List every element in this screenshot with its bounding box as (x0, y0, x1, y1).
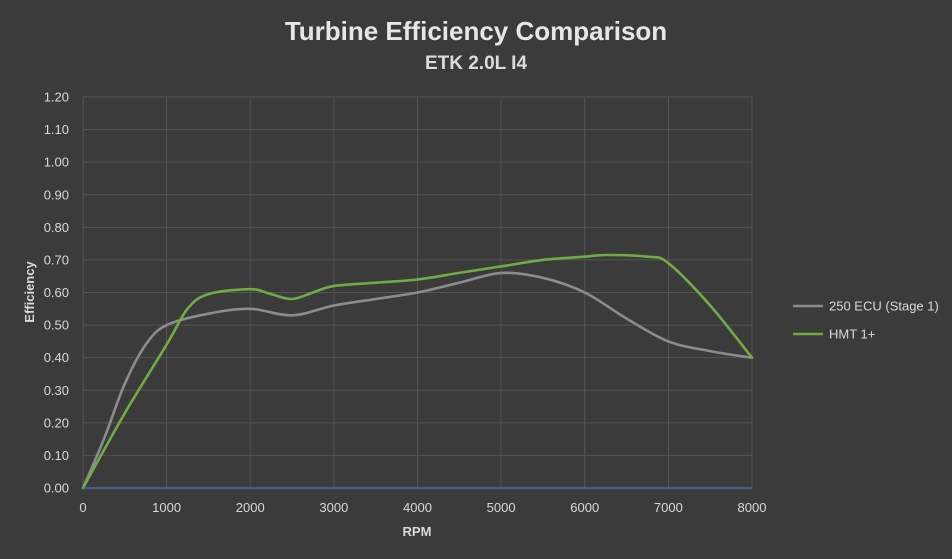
y-tick-label: 0.60 (44, 285, 69, 300)
series-lines (81, 253, 754, 490)
x-tick-label: 5000 (487, 500, 516, 515)
x-axis-title: RPM (403, 524, 432, 539)
y-tick-label: 0.70 (44, 252, 69, 267)
y-tick-label: 0.30 (44, 383, 69, 398)
x-tick-label: 3000 (319, 500, 348, 515)
y-tick-label: 0.40 (44, 350, 69, 365)
chart-title: Turbine Efficiency Comparison (285, 16, 667, 46)
y-tick-label: 0.10 (44, 448, 69, 463)
x-tick-label: 6000 (570, 500, 599, 515)
x-tick-label: 1000 (152, 500, 181, 515)
legend-label: HMT 1+ (829, 327, 875, 342)
legend-label: 250 ECU (Stage 1) (829, 299, 939, 314)
y-tick-label: 1.20 (44, 90, 69, 105)
y-tick-label: 0.90 (44, 187, 69, 202)
y-tick-label: 1.10 (44, 122, 69, 137)
legend: 250 ECU (Stage 1) HMT 1+ (793, 299, 939, 342)
y-tick-label: 0.20 (44, 415, 69, 430)
y-tick-label: 0.80 (44, 220, 69, 235)
y-tick-label: 0.50 (44, 318, 69, 333)
x-tick-label: 7000 (654, 500, 683, 515)
series-line-hmt-1 (81, 253, 754, 490)
y-tick-label: 1.00 (44, 155, 69, 170)
chart-subtitle: ETK 2.0L I4 (425, 53, 528, 74)
x-tick-label: 2000 (236, 500, 265, 515)
tick-labels: 0.00 0.10 0.20 0.30 0.40 0.50 0.60 0.70 0.80 0.90… (44, 90, 767, 516)
x-tick-label: 8000 (738, 500, 767, 515)
y-tick-label: 0.00 (44, 481, 69, 496)
x-tick-label: 4000 (403, 500, 432, 515)
series-line-250-ecu-stage-1 (81, 271, 754, 490)
x-tick-label: 0 (79, 500, 86, 515)
y-axis-title: Efficiency (22, 261, 37, 323)
